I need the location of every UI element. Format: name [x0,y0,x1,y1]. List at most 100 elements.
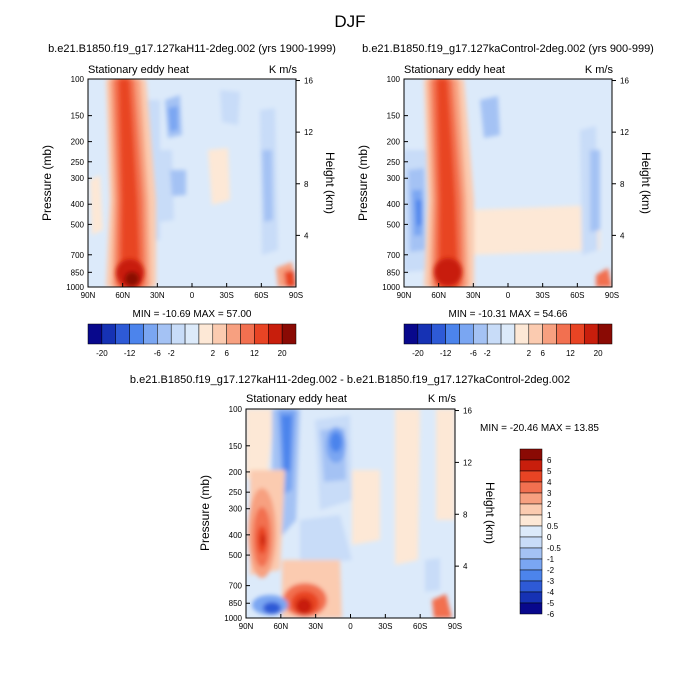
colorbar-swatch [198,323,214,345]
x-tick-label: 90N [239,622,254,631]
contour-patch [208,148,230,205]
height-tick-label: 12 [620,128,629,137]
x-tick-label: 60S [413,622,427,631]
right-string: K m/s [585,64,614,76]
right-string: K m/s [428,393,457,405]
y-tick-label: 300 [229,505,243,514]
colorbar-swatch [556,323,571,345]
contour-patch [596,268,612,287]
colorbar-swatch [519,481,543,494]
contour-patch [590,150,600,232]
colorbar-swatch [519,547,543,560]
x-tick-label: 0 [190,291,195,300]
y-tick-label: 150 [71,112,85,121]
colorbar-label: 5 [547,467,552,476]
contour-patch [352,470,380,545]
height-tick-label: 12 [304,128,313,137]
y-tick-label: 850 [387,268,401,277]
colorbar-label: -5 [547,599,555,608]
contour-patch [395,409,420,565]
colorbar-label: -1 [547,555,555,564]
contour-patch [416,200,422,226]
x-tick-label: 0 [506,291,511,300]
x-tick-label: 90S [605,291,619,300]
colorbar-label: -6 [154,349,162,358]
colorbar-swatch [445,323,460,345]
contour-patch [220,90,240,125]
contour-patch [330,432,342,452]
panel-title: b.e21.B1850.f19_g17.127kaH11-2deg.002 (y… [48,43,336,55]
colorbar-label: -6 [547,610,555,619]
colorbar-swatch [431,323,446,345]
colorbar-swatch [528,323,543,345]
jet-band-max [119,79,140,287]
y-axis-label: Pressure (mb) [198,475,212,551]
x-tick-label: 60N [273,622,288,631]
colorbar-label: 6 [547,456,552,465]
heatmap-field [246,409,455,618]
surface-maximum [434,258,462,286]
height-tick-label: 4 [463,562,468,571]
colorbar-label: -6 [470,349,478,358]
figure-title: DJF [334,12,365,31]
height-tick-label: 8 [304,180,309,189]
contour-patch [300,515,352,565]
surface-maximum [125,272,139,286]
x-tick-label: 30S [536,291,550,300]
height-tick-label: 4 [620,231,625,240]
colorbar-label: -12 [124,349,136,358]
colorbar-swatch [87,323,103,345]
colorbar-label: 12 [250,349,259,358]
panel-difference: b.e21.B1850.f19_g17.127kaH11-2deg.002 - … [130,374,599,619]
y-tick-label: 200 [387,138,401,147]
y-tick-label: 200 [71,138,85,147]
colorbar-label: -2 [547,566,555,575]
height-tick-label: 12 [463,458,472,467]
colorbar-swatch [268,323,283,345]
colorbar-swatch [570,323,585,345]
y-tick-label: 250 [387,158,401,167]
x-tick-label: 30S [378,622,392,631]
contour-patch [246,409,275,480]
colorbar-label: 3 [547,489,552,498]
contour-patch [296,598,312,614]
height-tick-label: 16 [463,407,472,416]
x-tick-label: 60S [254,291,268,300]
colorbar-swatch [542,323,557,345]
colorbar-swatch [240,323,255,345]
x-tick-label: 30N [150,291,165,300]
colorbar-swatch [519,448,543,461]
y-tick-label: 1000 [66,283,84,292]
colorbar-swatch [519,492,543,505]
colorbar-label: 1 [547,511,552,520]
y-tick-label: 200 [229,468,243,477]
contour-patch [432,594,452,618]
x-tick-label: 60S [570,291,584,300]
x-tick-label: 60N [431,291,446,300]
colorbar-swatch [226,323,241,345]
colorbar-label: -3 [547,577,555,586]
colorbar-swatch [417,323,432,345]
y-tick-label: 250 [71,158,85,167]
colorbar-swatch [519,514,543,527]
colorbar-label: -2 [484,349,492,358]
y-tick-label: 100 [387,75,401,84]
y-tick-label: 400 [387,200,401,209]
colorbar-swatch [519,558,543,571]
contour-patch [281,415,292,472]
contour-patch [262,150,273,222]
colorbar-swatch [519,470,543,483]
colorbar-label: 6 [224,349,229,358]
y-tick-label: 500 [71,220,85,229]
left-string: Stationary eddy heat [404,64,505,76]
colorbar-label: 0 [547,533,552,542]
colorbar-swatch [129,323,144,345]
x-tick-label: 30S [220,291,234,300]
x-tick-label: 60N [115,291,130,300]
colorbar-label: -4 [547,588,555,597]
colorbar-swatch [281,323,297,345]
colorbar-swatch [170,323,186,345]
colorbar-swatch [519,503,543,516]
colorbar-swatch [519,591,543,604]
